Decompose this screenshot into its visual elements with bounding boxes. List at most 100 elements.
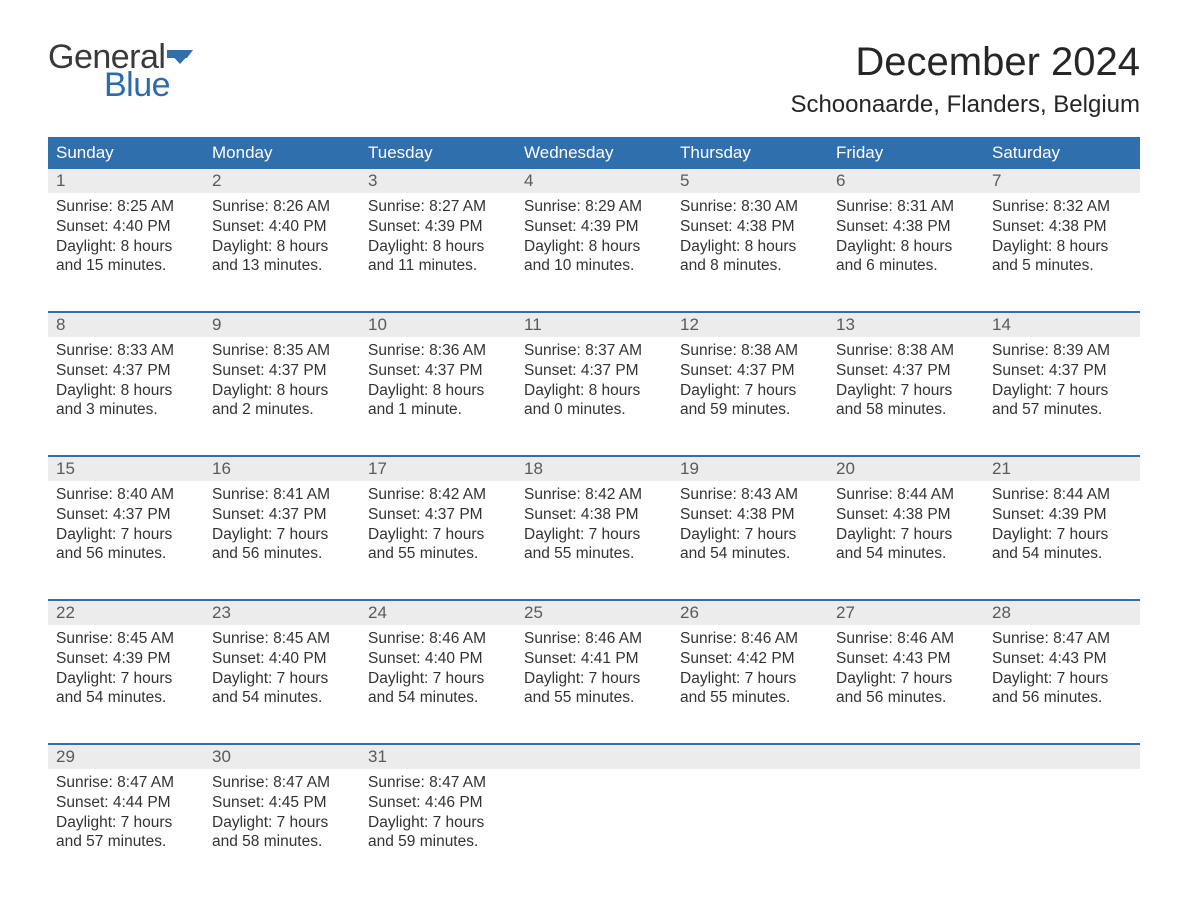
day-number — [516, 745, 672, 769]
daylight-line2: and 54 minutes. — [836, 544, 976, 564]
day-number: 17 — [360, 457, 516, 481]
day-number-row: 293031 — [48, 745, 1140, 769]
day-header: Monday — [204, 137, 360, 169]
sunset-text: Sunset: 4:38 PM — [836, 217, 976, 237]
day-cell: Sunrise: 8:38 AMSunset: 4:37 PMDaylight:… — [828, 337, 984, 445]
sunset-text: Sunset: 4:43 PM — [992, 649, 1132, 669]
sunset-text: Sunset: 4:39 PM — [992, 505, 1132, 525]
day-cell: Sunrise: 8:46 AMSunset: 4:43 PMDaylight:… — [828, 625, 984, 733]
sunrise-text: Sunrise: 8:31 AM — [836, 197, 976, 217]
daylight-line2: and 3 minutes. — [56, 400, 196, 420]
daylight-line1: Daylight: 7 hours — [992, 669, 1132, 689]
daylight-line2: and 6 minutes. — [836, 256, 976, 276]
daylight-line1: Daylight: 7 hours — [680, 381, 820, 401]
sunset-text: Sunset: 4:37 PM — [524, 361, 664, 381]
day-number: 23 — [204, 601, 360, 625]
sunrise-text: Sunrise: 8:45 AM — [212, 629, 352, 649]
day-cell — [672, 769, 828, 877]
day-cell: Sunrise: 8:45 AMSunset: 4:40 PMDaylight:… — [204, 625, 360, 733]
sunrise-text: Sunrise: 8:41 AM — [212, 485, 352, 505]
daylight-line2: and 54 minutes. — [212, 688, 352, 708]
sunrise-text: Sunrise: 8:44 AM — [992, 485, 1132, 505]
day-number: 27 — [828, 601, 984, 625]
day-number — [984, 745, 1140, 769]
daylight-line1: Daylight: 7 hours — [368, 525, 508, 545]
day-number: 2 — [204, 169, 360, 193]
day-number: 12 — [672, 313, 828, 337]
day-header: Wednesday — [516, 137, 672, 169]
daylight-line1: Daylight: 8 hours — [992, 237, 1132, 257]
day-cell: Sunrise: 8:41 AMSunset: 4:37 PMDaylight:… — [204, 481, 360, 589]
sunrise-text: Sunrise: 8:37 AM — [524, 341, 664, 361]
daylight-line1: Daylight: 7 hours — [56, 813, 196, 833]
daylight-line2: and 56 minutes. — [992, 688, 1132, 708]
day-cell: Sunrise: 8:37 AMSunset: 4:37 PMDaylight:… — [516, 337, 672, 445]
daylight-line1: Daylight: 7 hours — [680, 669, 820, 689]
daylight-line2: and 56 minutes. — [212, 544, 352, 564]
day-number-row: 1234567 — [48, 169, 1140, 193]
daylight-line2: and 0 minutes. — [524, 400, 664, 420]
day-content-row: Sunrise: 8:25 AMSunset: 4:40 PMDaylight:… — [48, 193, 1140, 301]
sunrise-text: Sunrise: 8:29 AM — [524, 197, 664, 217]
daylight-line2: and 1 minute. — [368, 400, 508, 420]
logo-text-blue: Blue — [104, 68, 193, 102]
daylight-line2: and 5 minutes. — [992, 256, 1132, 276]
day-number: 31 — [360, 745, 516, 769]
sunset-text: Sunset: 4:40 PM — [212, 217, 352, 237]
day-cell: Sunrise: 8:47 AMSunset: 4:45 PMDaylight:… — [204, 769, 360, 877]
flag-icon — [167, 50, 193, 70]
day-cell: Sunrise: 8:26 AMSunset: 4:40 PMDaylight:… — [204, 193, 360, 301]
week: 891011121314Sunrise: 8:33 AMSunset: 4:37… — [48, 311, 1140, 445]
daylight-line1: Daylight: 7 hours — [56, 525, 196, 545]
day-content-row: Sunrise: 8:47 AMSunset: 4:44 PMDaylight:… — [48, 769, 1140, 877]
daylight-line1: Daylight: 7 hours — [56, 669, 196, 689]
daylight-line1: Daylight: 7 hours — [836, 525, 976, 545]
day-cell: Sunrise: 8:46 AMSunset: 4:40 PMDaylight:… — [360, 625, 516, 733]
sunset-text: Sunset: 4:39 PM — [56, 649, 196, 669]
day-number — [828, 745, 984, 769]
daylight-line2: and 55 minutes. — [524, 544, 664, 564]
daylight-line1: Daylight: 8 hours — [212, 237, 352, 257]
daylight-line1: Daylight: 7 hours — [212, 669, 352, 689]
day-number: 3 — [360, 169, 516, 193]
day-number: 28 — [984, 601, 1140, 625]
daylight-line1: Daylight: 7 hours — [992, 381, 1132, 401]
daylight-line2: and 58 minutes. — [836, 400, 976, 420]
daylight-line2: and 59 minutes. — [368, 832, 508, 852]
sunrise-text: Sunrise: 8:30 AM — [680, 197, 820, 217]
day-cell: Sunrise: 8:27 AMSunset: 4:39 PMDaylight:… — [360, 193, 516, 301]
day-cell: Sunrise: 8:44 AMSunset: 4:39 PMDaylight:… — [984, 481, 1140, 589]
sunrise-text: Sunrise: 8:33 AM — [56, 341, 196, 361]
day-number: 29 — [48, 745, 204, 769]
sunrise-text: Sunrise: 8:44 AM — [836, 485, 976, 505]
day-cell: Sunrise: 8:38 AMSunset: 4:37 PMDaylight:… — [672, 337, 828, 445]
sunrise-text: Sunrise: 8:43 AM — [680, 485, 820, 505]
day-number: 15 — [48, 457, 204, 481]
sunset-text: Sunset: 4:40 PM — [56, 217, 196, 237]
daylight-line2: and 55 minutes. — [524, 688, 664, 708]
daylight-line1: Daylight: 7 hours — [992, 525, 1132, 545]
daylight-line1: Daylight: 7 hours — [680, 525, 820, 545]
daylight-line1: Daylight: 8 hours — [836, 237, 976, 257]
day-cell: Sunrise: 8:42 AMSunset: 4:37 PMDaylight:… — [360, 481, 516, 589]
week: 22232425262728Sunrise: 8:45 AMSunset: 4:… — [48, 599, 1140, 733]
sunset-text: Sunset: 4:37 PM — [212, 361, 352, 381]
daylight-line1: Daylight: 8 hours — [524, 381, 664, 401]
sunrise-text: Sunrise: 8:46 AM — [680, 629, 820, 649]
sunrise-text: Sunrise: 8:36 AM — [368, 341, 508, 361]
day-number: 5 — [672, 169, 828, 193]
week: 293031Sunrise: 8:47 AMSunset: 4:44 PMDay… — [48, 743, 1140, 877]
daylight-line2: and 54 minutes. — [680, 544, 820, 564]
sunrise-text: Sunrise: 8:38 AM — [836, 341, 976, 361]
day-number: 13 — [828, 313, 984, 337]
daylight-line1: Daylight: 8 hours — [212, 381, 352, 401]
sunrise-text: Sunrise: 8:47 AM — [992, 629, 1132, 649]
daylight-line2: and 56 minutes. — [56, 544, 196, 564]
daylight-line2: and 10 minutes. — [524, 256, 664, 276]
logo: General Blue — [48, 40, 193, 102]
daylight-line2: and 54 minutes. — [368, 688, 508, 708]
day-number: 11 — [516, 313, 672, 337]
daylight-line1: Daylight: 7 hours — [836, 381, 976, 401]
daylight-line2: and 57 minutes. — [992, 400, 1132, 420]
day-cell: Sunrise: 8:39 AMSunset: 4:37 PMDaylight:… — [984, 337, 1140, 445]
